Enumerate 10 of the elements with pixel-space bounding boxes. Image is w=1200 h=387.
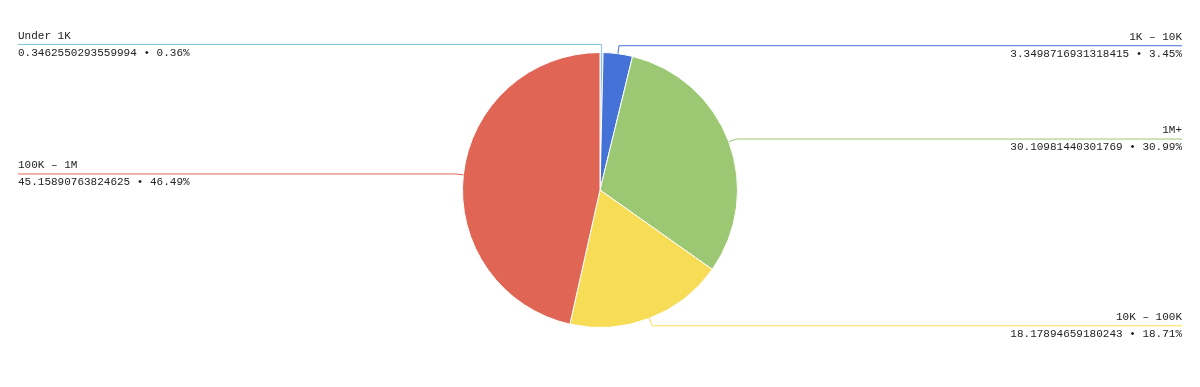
- slice-label: 100K – 1M: [18, 159, 78, 172]
- slice-label: 1M+: [1162, 124, 1182, 137]
- data-label: 45.15890763824625 • 46.49%: [18, 176, 191, 189]
- slice-label: Under 1K: [18, 29, 72, 42]
- data-label: 18.17894659180243 • 18.71%: [1010, 328, 1183, 341]
- slice-label: 1K – 10K: [1129, 31, 1183, 44]
- slice-label: 10K – 100K: [1115, 311, 1183, 324]
- data-label: 3.3498716931318415 • 3.45%: [1010, 48, 1183, 61]
- data-label: 30.10981440301769 • 30.99%: [1010, 141, 1183, 154]
- data-label: 0.3462550293559994 • 0.36%: [18, 46, 191, 59]
